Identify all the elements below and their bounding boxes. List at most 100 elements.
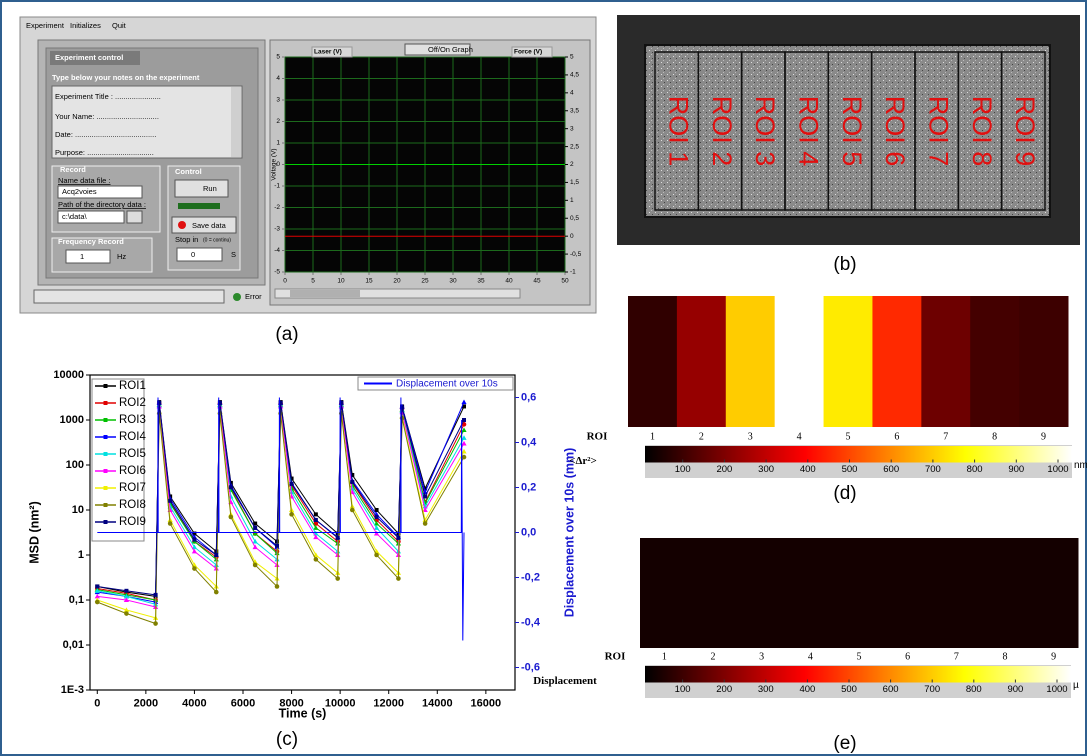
roi-number: 9 [1051, 651, 1056, 662]
marker [461, 399, 467, 405]
colorbar-unit: nm [1074, 460, 1087, 471]
marker [461, 440, 467, 446]
marker [423, 494, 428, 499]
colorbar [645, 666, 1071, 683]
legend-label: ROI1 [119, 380, 146, 392]
y2-tick-label: -0,5 [570, 251, 582, 258]
roi-number: 6 [905, 651, 910, 662]
graph-scrollbar[interactable] [274, 288, 521, 299]
label: Name data file : [58, 176, 111, 185]
roi-label: ROI 6 [880, 96, 910, 167]
x-tick-label: 8000 [279, 698, 303, 710]
marker [168, 498, 173, 503]
roi-number: 7 [954, 651, 959, 662]
x-tick-label: 0 [94, 698, 100, 710]
heat-cell [834, 538, 884, 648]
roi-label: ROI 2 [707, 96, 737, 167]
heat-cell [725, 296, 776, 427]
marker [253, 521, 258, 526]
y2-tick-label: 0,2 [521, 481, 536, 493]
marker [214, 553, 219, 557]
roi-number: 3 [748, 431, 753, 442]
y-tick-label: 0 [276, 161, 280, 168]
heat-cell [980, 538, 1030, 648]
y2-tick-label: 0,4 [521, 436, 537, 448]
colorbar-tick-label: 300 [758, 464, 774, 475]
y-axis-title: MSD (nm²) [27, 501, 41, 564]
notes-box[interactable] [51, 85, 243, 159]
marker [396, 576, 401, 581]
x-tick-label: 35 [477, 277, 485, 284]
roi-number: 5 [857, 651, 862, 662]
frequency-input[interactable] [65, 249, 111, 264]
colorbar-quantity: <Δr²> [569, 455, 597, 467]
marker [461, 435, 467, 440]
marker [274, 584, 280, 589]
note-line: Your Name: .............................… [55, 112, 159, 121]
x-axis-title: Time (s) [279, 706, 327, 720]
stop-input[interactable] [176, 247, 223, 262]
menu-item[interactable]: Experiment [26, 21, 65, 30]
stop-value: 0 [191, 250, 195, 259]
colorbar-tick-label: 1000 [1047, 464, 1068, 475]
heat-cell [786, 538, 836, 648]
photo-panel [617, 15, 1080, 245]
y-tick-label: 0,1 [69, 594, 84, 606]
marker [252, 538, 258, 544]
status-field [33, 289, 225, 304]
y2-tick-label: 0,5 [570, 215, 579, 222]
colorbar-tick-label: 800 [966, 684, 982, 695]
marker [191, 544, 198, 550]
marker [153, 621, 158, 626]
scrollbar[interactable] [231, 87, 241, 157]
x-tick-label: 10 [337, 277, 345, 284]
name-input[interactable] [57, 185, 143, 199]
colorbar-tick-label: 900 [1008, 464, 1024, 475]
marker [191, 548, 198, 554]
y2-tick-label: 4,5 [570, 72, 579, 79]
marker [313, 534, 319, 540]
marker [423, 486, 428, 491]
marker [339, 400, 344, 405]
menu-item[interactable]: Quit [112, 21, 127, 30]
colorbar-tick-label: 500 [841, 684, 857, 695]
y-tick-label: 1 [276, 140, 280, 147]
notes-prompt: Type below your notes on the experiment [52, 73, 200, 82]
x-tick-label: 30 [449, 277, 457, 284]
marker [374, 508, 379, 512]
roi-label: ROI 1 [664, 96, 694, 167]
roi-number: 5 [846, 431, 851, 442]
roi-number: 7 [943, 431, 948, 442]
roi-axis-label: ROI [587, 431, 608, 443]
x-tick-label: 45 [533, 277, 541, 284]
y-tick-label: 2 [276, 118, 280, 125]
marker [228, 514, 234, 520]
heat-cell [872, 296, 922, 427]
path-input[interactable] [57, 210, 125, 224]
sample [644, 44, 1051, 218]
progress [178, 203, 220, 209]
browse-button[interactable] [126, 210, 143, 224]
roi-label: ROI 9 [1010, 96, 1040, 167]
x-tick-label: 40 [505, 277, 513, 284]
legend-marker [103, 503, 108, 507]
panel-label: (a) [275, 324, 298, 345]
marker [94, 593, 100, 599]
legend-label: ROI9 [119, 516, 146, 528]
chart: 0 2000 4000 6000 8000 10000 12000 14000 16000 1E-… [27, 369, 576, 720]
scroll-thumb[interactable] [290, 290, 360, 297]
legend-marker [103, 435, 108, 439]
x-tick-label: 6000 [231, 698, 255, 710]
marker [462, 418, 466, 422]
marker [313, 521, 319, 526]
save-button[interactable] [171, 216, 237, 234]
colorbar-tick-label: 600 [883, 684, 899, 695]
heat-cell [628, 296, 678, 427]
menu-item[interactable]: Initializes [70, 21, 101, 30]
marker [289, 512, 294, 517]
run-button[interactable] [174, 179, 229, 198]
y-tick-label: 1E-3 [61, 684, 84, 696]
marker [94, 599, 100, 605]
graph-toggle[interactable] [404, 43, 471, 56]
marker [461, 427, 467, 432]
